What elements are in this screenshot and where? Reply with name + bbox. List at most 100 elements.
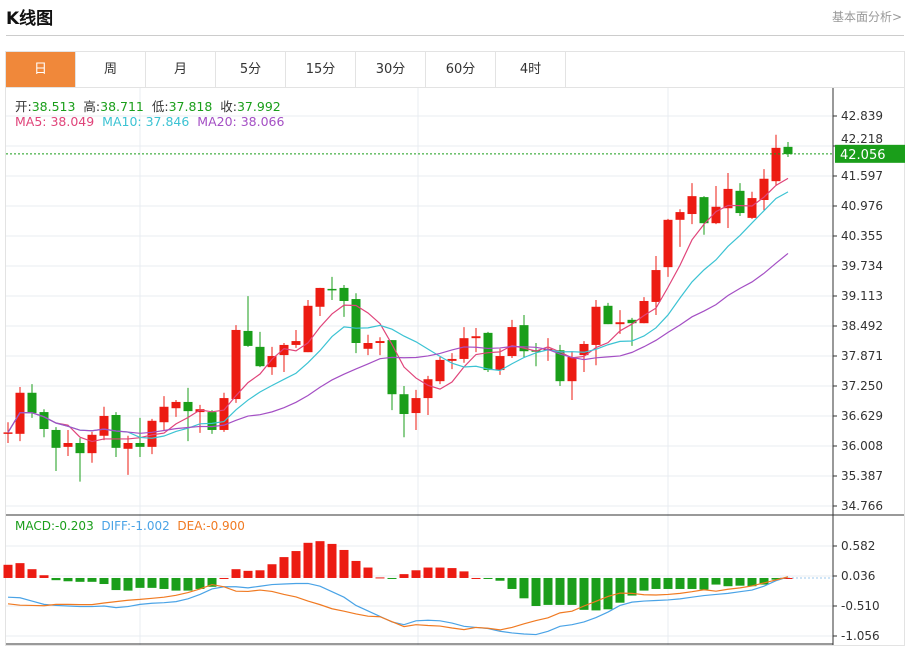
macd-tick-label: 0.036 [841,569,875,583]
candle-down [555,350,565,382]
ma5-value: MA5: 38.049 [15,114,95,129]
tab-week[interactable]: 周 [76,52,146,87]
candle-up [159,406,169,423]
tab-30min[interactable]: 30分 [356,52,426,87]
macd-bar-negative [171,577,181,591]
price-tick-label: 42.218 [841,132,883,146]
candle-up [639,300,649,324]
divider [6,35,904,36]
macd-bar-negative [111,577,121,591]
macd-bar-positive [39,575,49,578]
tab-day[interactable]: 日 [6,52,76,87]
macd-bar-negative [543,577,553,605]
macd-bar-negative [627,577,637,596]
macd-bar-negative [123,577,133,591]
candle-down [135,443,145,447]
macd-bar-negative [483,577,493,579]
tab-4hour[interactable]: 4时 [496,52,566,87]
macd-bar-positive [423,567,433,578]
tab-month[interactable]: 月 [146,52,216,87]
macd-bar-negative [99,577,109,585]
tab-5min[interactable]: 5分 [216,52,286,87]
price-tick-label: 41.597 [841,169,883,183]
macd-bar-positive [27,569,37,578]
macd-tick-label: -0.510 [841,599,880,613]
candle-up [171,401,181,409]
candle-down [39,412,49,429]
candle-up [411,398,421,414]
candle-up [711,206,721,224]
candle-down [483,332,493,371]
candle-down [699,197,709,224]
macd-bar-negative [63,577,73,582]
macd-bar-positive [15,563,25,578]
macd-tick-label: 0.582 [841,539,875,553]
candle-up [495,356,505,371]
candle-up [99,415,109,436]
macd-bar-positive [459,571,469,578]
candle-down [243,330,253,346]
macd-bar-negative [747,577,757,587]
candle-down [783,146,793,155]
macd-bar-positive [279,557,289,578]
macd-bar-negative [519,577,529,599]
fundamental-analysis-link[interactable]: 基本面分析> [831,10,902,24]
macd-bar-positive [267,564,277,578]
macd-bar-negative [735,577,745,586]
candle-up [459,338,469,359]
macd-bar-positive [783,577,793,579]
candle-up [147,420,157,447]
macd-bar-positive [219,577,229,579]
candle-up [291,341,301,345]
low-value: 37.818 [168,99,213,114]
candle-down [27,392,37,414]
macd-bar-negative [555,577,565,605]
candle-up [507,327,517,357]
macd-bar-positive [339,549,349,578]
price-tick-label: 39.734 [841,259,883,273]
candle-up [303,305,313,353]
price-tick-label: 36.629 [841,409,883,423]
candle-up [375,341,385,344]
macd-bar-negative [759,577,769,585]
macd-bar-negative [579,577,589,610]
macd-bar-negative [699,577,709,590]
candle-up [591,306,601,345]
candle-up [267,356,277,368]
macd-bar-negative [675,577,685,589]
candle-down [183,401,193,412]
price-tick-label: 40.355 [841,229,883,243]
macd-bar-positive [363,567,373,578]
tab-15min[interactable]: 15分 [286,52,356,87]
diff-value: DIFF:-1.002 [101,519,170,533]
candle-up [771,147,781,182]
current-price-label: 42.056 [840,148,886,163]
macd-bar-positive [435,567,445,578]
candle-down [75,443,85,454]
tab-60min[interactable]: 60分 [426,52,496,87]
macd-bar-negative [723,577,733,587]
candle-up [87,434,97,454]
candle-down [255,346,265,367]
candle-up [615,322,625,325]
price-tick-label: 39.113 [841,289,883,303]
candle-down [603,305,613,325]
price-tick-label: 37.871 [841,349,883,363]
macd-bar-positive [399,574,409,578]
macd-bar-negative [615,577,625,603]
macd-bar-positive [231,569,241,578]
price-tick-label: 38.492 [841,319,883,333]
candle-down [387,340,397,395]
macd-bar-positive [411,570,421,578]
macd-bar-negative [771,577,781,580]
kline-chart-frame[interactable] [5,87,905,646]
macd-bar-negative [567,577,577,605]
candle-up [315,287,325,307]
open-value: 38.513 [31,99,76,114]
candle-up [723,188,733,209]
candle-up [3,432,13,434]
candle-up [435,359,445,382]
macd-bar-negative [591,577,601,611]
macd-bar-positive [375,577,385,579]
